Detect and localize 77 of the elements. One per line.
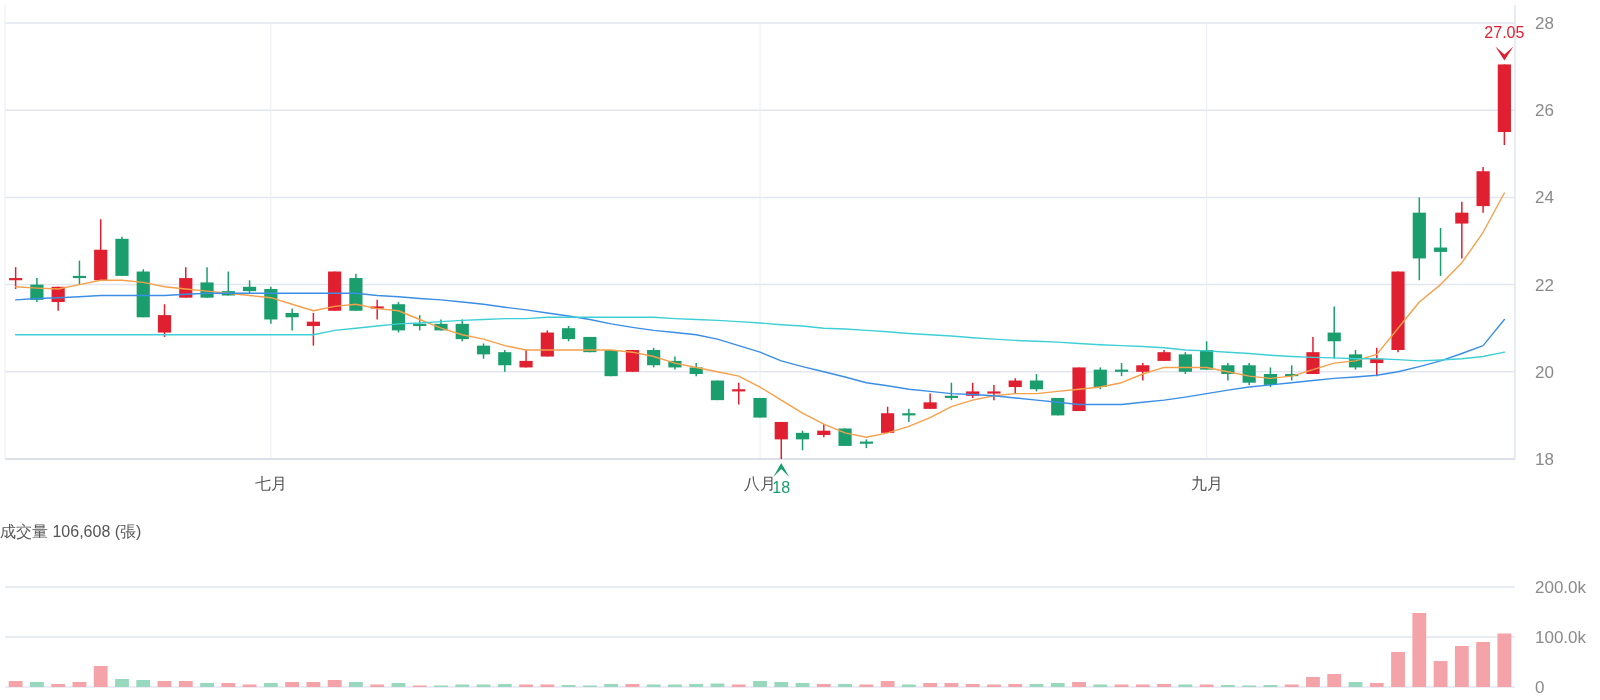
y-tick-label: 18 xyxy=(1535,450,1554,469)
candlestick xyxy=(540,329,554,358)
bar xyxy=(178,681,193,687)
candlestick xyxy=(795,429,810,452)
bar xyxy=(880,681,895,687)
bar xyxy=(923,683,938,687)
y-tick-label: 0 xyxy=(1535,678,1545,697)
candlestick xyxy=(306,312,320,347)
candlestick xyxy=(1455,201,1469,260)
bar xyxy=(816,684,831,687)
bar xyxy=(1327,674,1342,687)
bar xyxy=(625,684,640,687)
y-tick-label: 20 xyxy=(1535,362,1554,382)
bar xyxy=(285,682,300,687)
chart-title: 成交量 106,608 (張) xyxy=(0,523,142,540)
bar xyxy=(157,681,172,687)
bar xyxy=(221,683,236,687)
bar xyxy=(93,666,108,687)
line-series xyxy=(14,192,1506,438)
candlestick xyxy=(774,421,788,460)
bar xyxy=(391,683,406,687)
y-tick-label: 200.0k xyxy=(1535,578,1587,597)
bar xyxy=(306,682,321,687)
candlestick xyxy=(732,381,746,406)
y-tick-label: 28 xyxy=(1535,14,1554,33)
candlestick xyxy=(1433,227,1448,277)
bar xyxy=(1157,684,1171,687)
bar xyxy=(1433,661,1448,687)
x-tick-label: 九月 xyxy=(1190,475,1223,492)
candlestick xyxy=(881,405,895,434)
bar xyxy=(838,684,852,687)
bar xyxy=(200,683,214,687)
candlestick xyxy=(157,303,172,338)
bar xyxy=(327,680,342,687)
candlestick xyxy=(1093,366,1107,390)
bar xyxy=(1476,642,1491,687)
bar xyxy=(1454,646,1469,687)
bar xyxy=(753,681,767,687)
bar xyxy=(1369,683,1384,687)
y-tick-label: 24 xyxy=(1535,188,1554,208)
bar xyxy=(1008,684,1023,687)
candlestick xyxy=(902,408,916,423)
bar xyxy=(497,684,512,687)
bar xyxy=(115,679,129,687)
bar xyxy=(1412,613,1427,687)
bar xyxy=(944,683,959,687)
bar xyxy=(29,682,44,687)
bar xyxy=(689,684,704,687)
bar xyxy=(965,684,980,687)
candlestick xyxy=(285,307,299,332)
bar xyxy=(1348,682,1363,687)
candlestick xyxy=(1306,336,1320,375)
bar xyxy=(1497,633,1512,687)
bar xyxy=(1391,652,1405,687)
y-tick-label: 26 xyxy=(1535,101,1554,121)
bar xyxy=(604,684,619,687)
bar xyxy=(263,683,278,687)
bar xyxy=(8,681,23,687)
candlestick xyxy=(1327,305,1341,360)
candlestick xyxy=(1178,351,1192,375)
bar xyxy=(72,682,87,687)
bar xyxy=(51,684,66,687)
y-tick-label: 100.0k xyxy=(1535,628,1587,647)
bar xyxy=(349,682,363,687)
bar xyxy=(795,683,810,687)
annotation: 27.05 xyxy=(1484,24,1525,42)
candlestick xyxy=(72,259,87,286)
x-tick-label: 七月 xyxy=(254,475,287,492)
candlestick xyxy=(9,266,23,290)
candlestick xyxy=(498,349,512,373)
bar xyxy=(1050,683,1065,687)
bar xyxy=(136,680,151,687)
bar xyxy=(774,682,789,687)
bar xyxy=(1072,682,1086,687)
bar xyxy=(1306,677,1320,687)
y-tick-label: 22 xyxy=(1535,275,1554,295)
bar xyxy=(1029,684,1044,687)
